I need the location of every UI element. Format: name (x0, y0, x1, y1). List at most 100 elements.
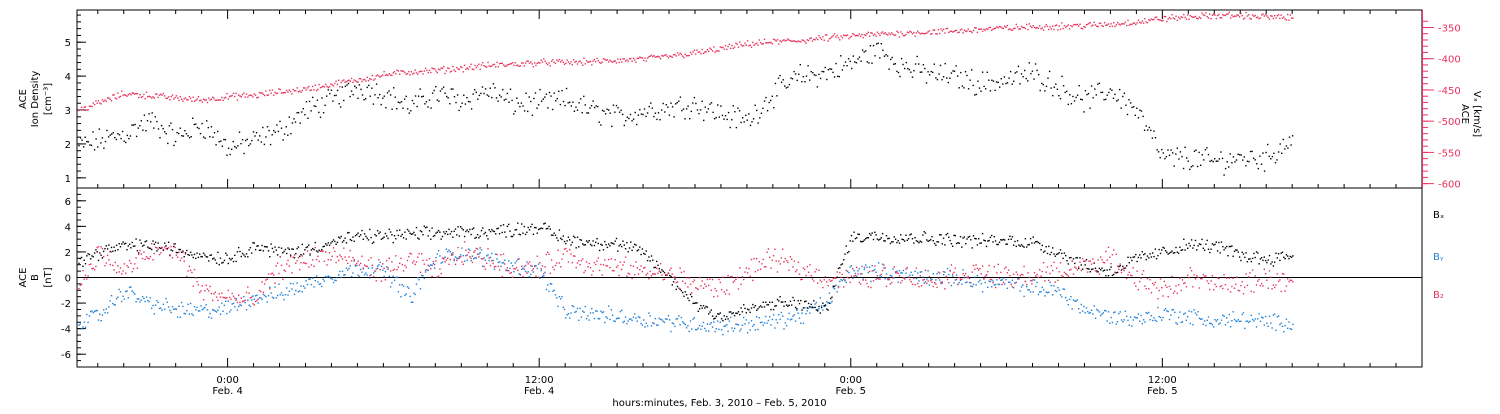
vx-point (1162, 19, 1164, 22)
by-point (90, 310, 92, 313)
bz-point (1113, 249, 1115, 251)
bx-point (1128, 262, 1130, 264)
bz-point (888, 278, 890, 280)
ion-density-point (692, 102, 694, 104)
bz-point (1206, 280, 1208, 282)
vx-point (682, 55, 684, 57)
bx-point (92, 256, 94, 258)
ion-density-point (207, 126, 209, 129)
bz-point (815, 268, 818, 271)
vx-point (177, 97, 179, 99)
ion-density-point (849, 60, 851, 63)
vx-point (697, 51, 699, 53)
ion-density-point (1270, 158, 1272, 160)
bz-point (883, 264, 885, 266)
bz-point (966, 276, 968, 279)
bz-point (758, 261, 760, 263)
by-point (939, 279, 941, 281)
bx-point (452, 236, 454, 238)
bx-point (345, 242, 348, 244)
bx-point (830, 297, 832, 300)
bx-point (231, 257, 233, 260)
bz-point (871, 270, 873, 272)
by-point (617, 317, 619, 319)
vx-point (508, 63, 510, 66)
bx-point (1216, 250, 1219, 252)
by-point (752, 325, 754, 327)
bx-point (286, 252, 288, 255)
by-point (1092, 313, 1094, 315)
bz-point (618, 274, 620, 277)
bz-point (92, 267, 94, 269)
ion-density-point (1011, 83, 1013, 85)
by-point (240, 304, 242, 307)
vx-point (796, 41, 798, 43)
by-point (270, 292, 272, 294)
vx-point (867, 31, 869, 33)
by-point (1146, 312, 1149, 315)
bx-point (325, 243, 327, 245)
ion-density-point (668, 114, 671, 116)
ion-density-point (981, 71, 984, 73)
bx-point (251, 252, 253, 254)
bx-point (893, 236, 895, 238)
ion-density-point (662, 102, 664, 105)
ion-density-point (810, 70, 812, 73)
bx-point (1090, 268, 1093, 271)
ion-density-point (408, 112, 410, 114)
by-point (474, 257, 476, 259)
ion-density-point (170, 122, 172, 124)
ion-density-point (1165, 155, 1168, 158)
bz-point (1131, 275, 1133, 277)
ion-density-point (840, 55, 842, 57)
bx-point (432, 235, 435, 238)
vx-point (832, 34, 834, 37)
bx-point (508, 223, 510, 226)
vx-point (263, 94, 266, 97)
bx-point (396, 229, 398, 232)
bx-point (1206, 239, 1208, 242)
by-point (182, 305, 184, 308)
by-point (759, 321, 762, 324)
bx-point (600, 243, 602, 246)
vx-point (151, 97, 153, 99)
ion-density-point (279, 120, 281, 123)
bz-point (833, 277, 836, 279)
vx-point (369, 78, 371, 80)
bz-point (1162, 295, 1164, 297)
bx-point (139, 239, 141, 241)
vx-point (175, 95, 178, 97)
ion-density-point (231, 148, 233, 150)
by-point (517, 258, 519, 261)
ion-density-point (703, 119, 705, 122)
bz-point (501, 275, 503, 278)
ion-density-point (142, 129, 144, 131)
ion-density-point (241, 139, 244, 141)
p1-ylabel-name: Ion Density (30, 71, 41, 128)
bx-point (157, 242, 159, 244)
bz-point (597, 257, 599, 259)
vx-point (1185, 18, 1188, 20)
bx-point (758, 306, 760, 308)
bx-point (955, 242, 958, 245)
vx-point (437, 68, 440, 70)
bx-point (1193, 244, 1195, 247)
ion-density-point (980, 90, 982, 92)
ion-density-point (1025, 77, 1027, 80)
vx-point (295, 90, 297, 92)
vx-point (376, 74, 379, 76)
vx-point (402, 70, 405, 73)
bx-point (140, 242, 142, 244)
by-point (667, 315, 670, 317)
ion-density-point (921, 71, 923, 73)
by-point (556, 297, 558, 299)
bx-point (1059, 249, 1062, 251)
vx-point (994, 27, 997, 29)
bx-point (473, 227, 475, 229)
vx-point (348, 79, 350, 81)
bz-point (222, 296, 224, 299)
ion-density-point (464, 103, 467, 105)
vx-point (892, 33, 894, 35)
ion-density-point (151, 112, 153, 114)
bz-point (922, 279, 924, 281)
